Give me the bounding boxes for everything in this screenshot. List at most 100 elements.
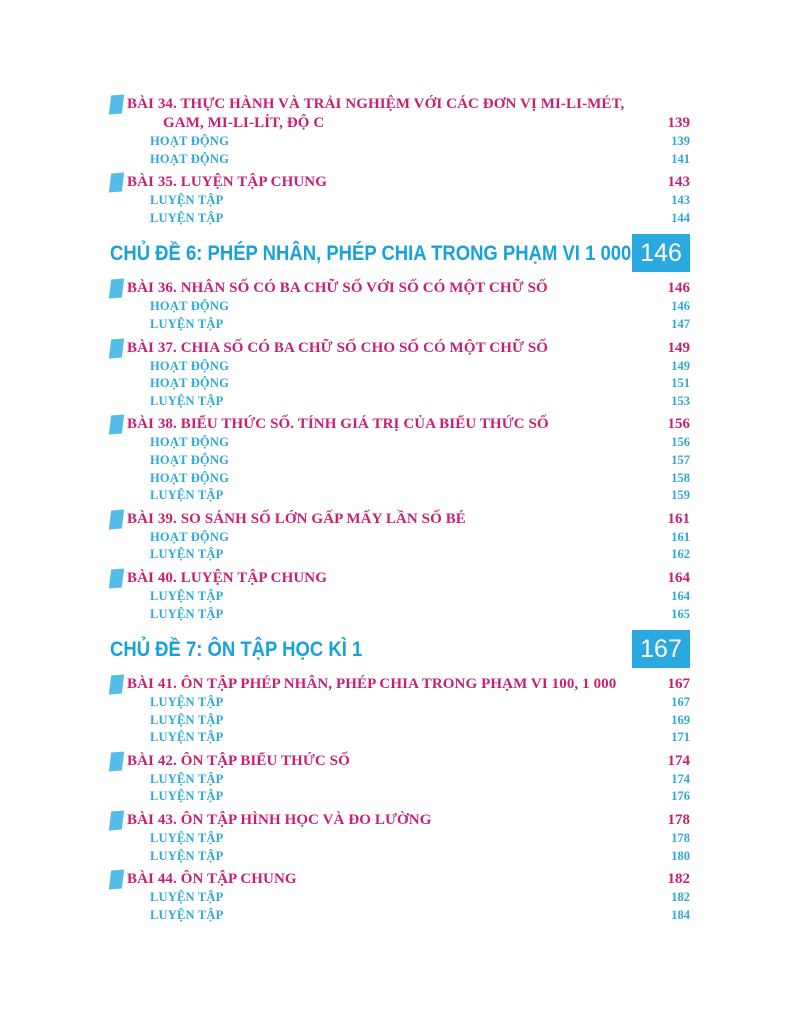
lesson-page-number: 182 bbox=[667, 871, 691, 888]
lesson-page-number: 139 bbox=[667, 115, 691, 131]
sub-entry-page-number: 141 bbox=[671, 151, 690, 166]
sub-entry-label: HOẠT ĐỘNG bbox=[150, 299, 230, 314]
lesson-page-number: 156 bbox=[667, 416, 691, 433]
sub-entry-label: HOẠT ĐỘNG bbox=[150, 134, 230, 148]
sub-entry-page-number: 149 bbox=[671, 358, 690, 373]
sub-entry-row: LUYỆN TẬP 143 bbox=[150, 192, 690, 210]
lesson-title: BÀI 35. LUYỆN TẬP CHUNG bbox=[127, 174, 327, 191]
sub-entry-page-number: 144 bbox=[671, 210, 690, 225]
lesson-title: BÀI 38. BIỂU THỨC SỐ. TÍNH GIÁ TRỊ CỦA B… bbox=[127, 416, 549, 433]
lesson-entry-row: BÀI 43. ÔN TẬP HÌNH HỌC VÀ ĐO LƯỜNG 178 bbox=[108, 810, 690, 831]
sub-entry-page-number: 147 bbox=[671, 316, 690, 331]
sub-entry-label: LUYỆN TẬP bbox=[150, 488, 224, 503]
chapter-page-number: 167 bbox=[640, 634, 682, 663]
sub-entry-row: LUYỆN TẬP 176 bbox=[150, 788, 690, 806]
lesson-title: BÀI 42. ÔN TẬP BIỂU THỨC SỐ bbox=[127, 752, 350, 769]
sub-entry-page-number: 158 bbox=[671, 470, 690, 485]
sub-entry-row: LUYỆN TẬP 182 bbox=[150, 889, 690, 907]
sub-entry-label: LUYỆN TẬP bbox=[150, 907, 224, 922]
sub-entry-label: HOẠT ĐỘNG bbox=[150, 470, 230, 485]
sub-entry-label: HOẠT ĐỘNG bbox=[150, 452, 230, 467]
sub-entry-label: LUYỆN TẬP bbox=[150, 831, 224, 846]
sub-entry-label: LUYỆN TẬP bbox=[150, 695, 224, 710]
chapter-title: CHỦ ĐỀ 7: ÔN TẬP HỌC KÌ 1 bbox=[110, 638, 363, 662]
sub-entry-label: LUYỆN TẬP bbox=[150, 316, 224, 331]
sub-entry-label: LUYỆN TẬP bbox=[150, 606, 224, 621]
bookmark-icon bbox=[108, 810, 125, 831]
lesson-page-number: 149 bbox=[667, 339, 691, 356]
sub-entry-label: HOẠT ĐỘNG bbox=[150, 151, 230, 166]
sub-entry-page-number: 174 bbox=[671, 771, 690, 786]
sub-entry-page-number: 167 bbox=[671, 695, 690, 710]
bookmark-icon bbox=[108, 414, 125, 435]
sub-entry-label: LUYỆN TẬP bbox=[150, 210, 224, 225]
sub-entry-row: LUYỆN TẬP 164 bbox=[150, 588, 690, 606]
sub-entry-row: LUYỆN TẬP 167 bbox=[150, 694, 690, 712]
sub-entry-page-number: 161 bbox=[671, 529, 690, 544]
sub-entry-row: HOẠT ĐỘNG 149 bbox=[150, 358, 690, 376]
sub-entry-row: LUYỆN TẬP 162 bbox=[150, 546, 690, 564]
sub-entry-row: HOẠT ĐỘNG 146 bbox=[150, 298, 690, 316]
sub-entry-label: LUYỆN TẬP bbox=[150, 588, 224, 603]
sub-entry-row: HOẠT ĐỘNG 158 bbox=[150, 470, 690, 488]
lesson-page-number: 174 bbox=[667, 752, 691, 769]
lesson-title: BÀI 36. NHÂN SỐ CÓ BA CHỮ SỐ VỚI SỐ CÓ M… bbox=[127, 280, 548, 297]
lesson-entry-row: BÀI 38. BIỂU THỨC SỐ. TÍNH GIÁ TRỊ CỦA B… bbox=[108, 414, 691, 435]
sub-entry-page-number: 159 bbox=[671, 488, 690, 503]
sub-entry-label: LUYỆN TẬP bbox=[150, 890, 224, 905]
bookmark-icon bbox=[108, 674, 125, 695]
lesson-title: BÀI 40. LUYỆN TẬP CHUNG bbox=[127, 569, 327, 586]
sub-entry-page-number: 171 bbox=[671, 730, 690, 745]
lesson-page-number: 146 bbox=[667, 280, 691, 297]
sub-entry-page-number: 178 bbox=[671, 831, 690, 846]
lesson-entry-row: BÀI 39. SO SÁNH SỐ LỚN GẤP MẤY LẦN SỐ BÉ… bbox=[108, 509, 691, 530]
sub-entry-row: LUYỆN TẬP 144 bbox=[150, 210, 690, 228]
lesson-title: BÀI 37. CHIA SỐ CÓ BA CHỮ SỐ CHO SỐ CÓ M… bbox=[127, 339, 549, 356]
sub-entry-label: LUYỆN TẬP bbox=[150, 730, 224, 745]
lesson-page-number: 161 bbox=[667, 510, 691, 527]
sub-entry-page-number: 156 bbox=[671, 435, 690, 450]
chapter-header: CHỦ ĐỀ 6: PHÉP NHÂN, PHÉP CHIA TRONG PHẠ… bbox=[110, 234, 690, 274]
sub-entry-page-number: 169 bbox=[671, 712, 690, 727]
sub-entry-label: HOẠT ĐỘNG bbox=[150, 435, 230, 450]
sub-entry-row: LUYỆN TẬP 184 bbox=[150, 907, 690, 925]
sub-entry-page-number: 146 bbox=[671, 299, 690, 314]
chapter-page-badge: 167 bbox=[632, 630, 690, 669]
bookmark-icon bbox=[108, 94, 125, 115]
sub-entry-page-number: 184 bbox=[671, 907, 690, 922]
sub-entry-row: HOẠT ĐỘNG 161 bbox=[150, 529, 690, 547]
lesson-entry-row: BÀI 34. THỰC HÀNH VÀ TRẢI NGHIỆM VỚI CÁC… bbox=[108, 94, 691, 133]
toc-content: BÀI 34. THỰC HÀNH VÀ TRẢI NGHIỆM VỚI CÁC… bbox=[108, 90, 691, 925]
sub-entry-row: LUYỆN TẬP 174 bbox=[150, 771, 690, 789]
lesson-entry-row: BÀI 40. LUYỆN TẬP CHUNG 164 bbox=[108, 568, 691, 589]
lesson-entry-row: BÀI 44. ÔN TẬP CHUNG 182 bbox=[108, 869, 691, 890]
sub-entry-row: HOẠT ĐỘNG 141 bbox=[150, 151, 690, 169]
sub-entry-row: LUYỆN TẬP 171 bbox=[150, 729, 690, 747]
sub-entry-row: LUYỆN TẬP 180 bbox=[150, 848, 690, 866]
sub-entry-page-number: 143 bbox=[671, 193, 690, 208]
sub-entry-page-number: 165 bbox=[671, 606, 690, 621]
sub-entry-page-number: 176 bbox=[671, 789, 690, 804]
sub-entry-page-number: 139 bbox=[671, 134, 690, 148]
lesson-entry-row: BÀI 41. ÔN TẬP PHÉP NHÂN, PHÉP CHIA TRON… bbox=[108, 674, 690, 695]
sub-entry-page-number: 162 bbox=[671, 547, 690, 562]
sub-entry-label: LUYỆN TẬP bbox=[150, 712, 224, 727]
lesson-title: BÀI 44. ÔN TẬP CHUNG bbox=[127, 871, 297, 888]
sub-entry-row: HOẠT ĐỘNG 157 bbox=[150, 452, 690, 470]
lesson-title: BÀI 39. SO SÁNH SỐ LỚN GẤP MẤY LẦN SỐ BÉ bbox=[127, 510, 466, 527]
sub-entry-label: HOẠT ĐỘNG bbox=[150, 376, 230, 391]
chapter-page-badge: 146 bbox=[632, 234, 690, 273]
bookmark-icon bbox=[108, 278, 125, 299]
lesson-entry-row: BÀI 36. NHÂN SỐ CÓ BA CHỮ SỐ VỚI SỐ CÓ M… bbox=[108, 278, 691, 299]
lesson-page-number: 164 bbox=[667, 569, 691, 586]
sub-entry-label: LUYỆN TẬP bbox=[150, 789, 224, 804]
sub-entry-page-number: 157 bbox=[671, 452, 690, 467]
lesson-title: BÀI 43. ÔN TẬP HÌNH HỌC VÀ ĐO LƯỜNG bbox=[127, 812, 432, 829]
sub-entry-row: LUYỆN TẬP 165 bbox=[150, 606, 690, 624]
sub-entry-label: LUYỆN TẬP bbox=[150, 771, 224, 786]
bookmark-icon bbox=[108, 172, 125, 193]
sub-entry-label: HOẠT ĐỘNG bbox=[150, 358, 230, 373]
lesson-title: BÀI 34. THỰC HÀNH VÀ TRẢI NGHIỆM VỚI CÁC… bbox=[127, 96, 625, 131]
sub-entry-label: HOẠT ĐỘNG bbox=[150, 529, 230, 544]
